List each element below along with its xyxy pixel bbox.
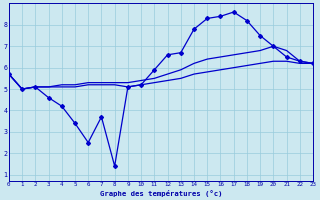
X-axis label: Graphe des températures (°c): Graphe des températures (°c) [100,190,222,197]
